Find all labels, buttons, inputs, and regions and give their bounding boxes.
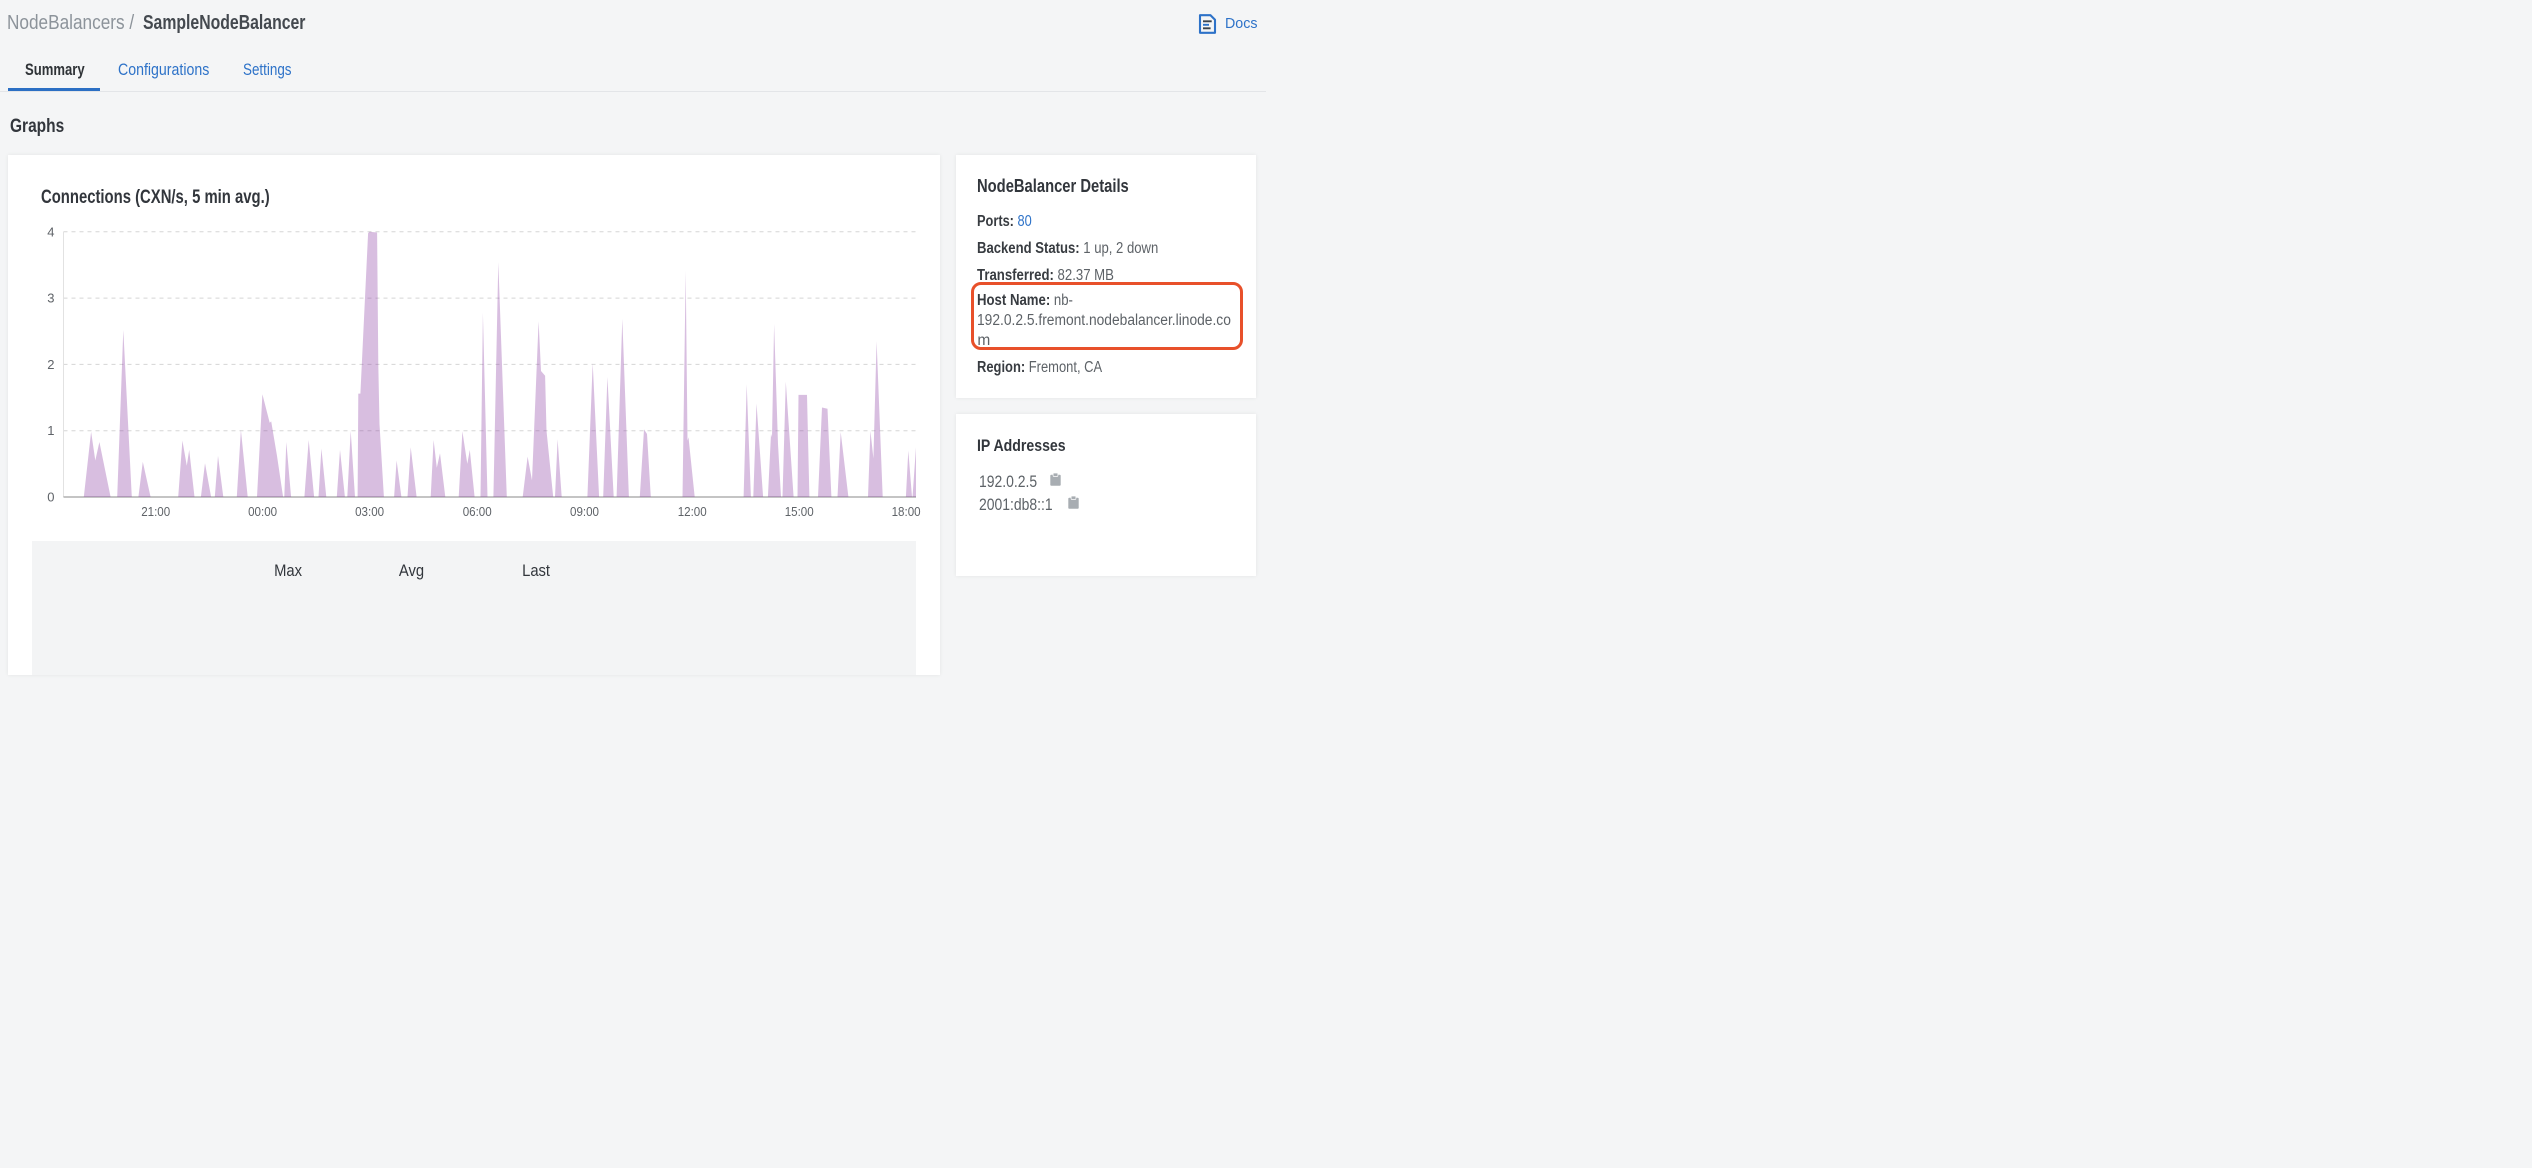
svg-text:00:00: 00:00 xyxy=(248,504,277,519)
svg-text:06:00: 06:00 xyxy=(463,504,492,519)
svg-text:2: 2 xyxy=(47,357,54,372)
svg-text:09:00: 09:00 xyxy=(570,504,599,519)
svg-text:4: 4 xyxy=(47,224,54,239)
svg-text:3: 3 xyxy=(47,291,54,306)
svg-text:0: 0 xyxy=(47,490,54,505)
svg-text:15:00: 15:00 xyxy=(785,504,814,519)
svg-text:18:00: 18:00 xyxy=(892,504,921,519)
svg-text:1: 1 xyxy=(47,423,54,438)
svg-text:03:00: 03:00 xyxy=(355,504,384,519)
svg-text:21:00: 21:00 xyxy=(141,504,170,519)
svg-text:12:00: 12:00 xyxy=(678,504,707,519)
